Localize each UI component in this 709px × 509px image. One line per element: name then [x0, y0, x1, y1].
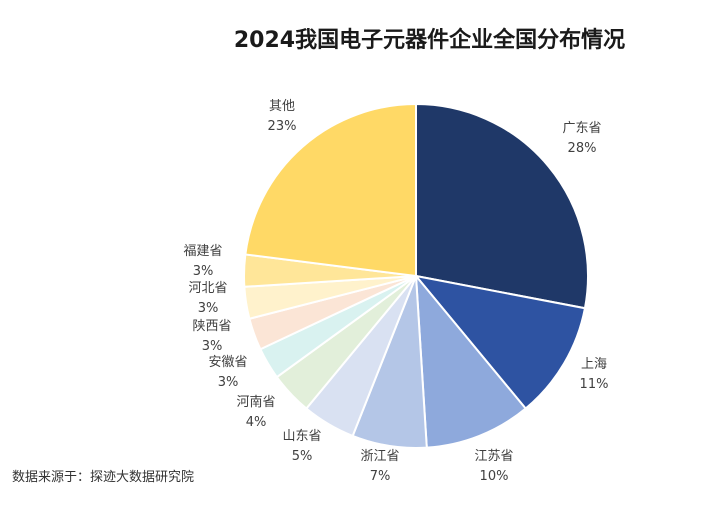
pie-slice	[415, 102, 589, 310]
slice-category-label: 广东省	[562, 121, 601, 136]
slice-value-label: 3%	[193, 264, 214, 279]
slice-category-label: 河北省	[188, 281, 227, 296]
pie-slices	[243, 102, 589, 449]
slice-category-label: 河南省	[236, 394, 275, 410]
slice-category-label: 其他	[269, 99, 295, 114]
slice-value-label: 4%	[246, 415, 267, 430]
pie-slice	[244, 102, 417, 278]
slice-value-label: 10%	[480, 469, 509, 484]
slice-category-label: 浙江省	[360, 449, 399, 464]
slice-category-label: 上海	[581, 357, 607, 372]
pie-labels: 广东省28%上海11%江苏省10%浙江省7%山东省5%河南省4%安徽省3%陕西省…	[183, 99, 608, 484]
slice-value-label: 3%	[202, 339, 223, 354]
slice-value-label: 7%	[370, 469, 391, 484]
slice-value-label: 3%	[218, 375, 239, 390]
slice-value-label: 5%	[292, 449, 313, 464]
slice-value-label: 28%	[568, 141, 597, 156]
slice-value-label: 3%	[198, 301, 219, 316]
slice-category-label: 安徽省	[208, 355, 247, 370]
chart-title: 2024我国电子元器件企业全国分布情况	[233, 28, 626, 53]
pie-slice	[413, 274, 587, 410]
pie-slice	[414, 272, 528, 449]
slice-value-label: 11%	[580, 377, 609, 392]
source-note: 数据来源于：探迹大数据研究院	[12, 470, 195, 485]
slice-category-label: 陕西省	[192, 319, 231, 334]
slice-value-label: 23%	[268, 119, 297, 134]
slice-category-label: 江苏省	[474, 448, 513, 464]
slice-category-label: 福建省	[183, 244, 222, 259]
slice-category-label: 山东省	[282, 429, 321, 444]
